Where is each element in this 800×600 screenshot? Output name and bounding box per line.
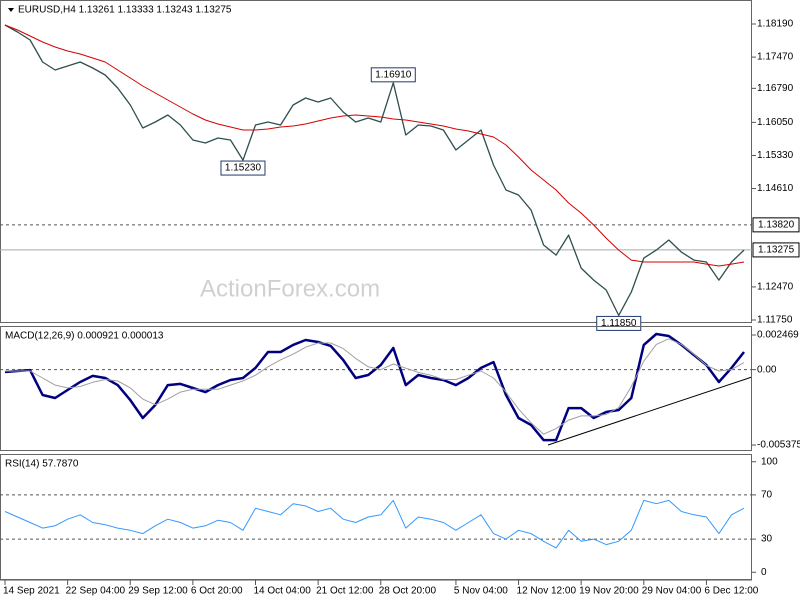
panel-title: RSI(14) 57.7870 xyxy=(5,459,79,470)
y-tick-label: 1.12470 xyxy=(757,282,794,293)
x-tick-label: 5 Nov 04:00 xyxy=(454,586,508,597)
panel-title: EURUSD,H4 1.13261 1.13333 1.13243 1.1327… xyxy=(18,5,232,16)
x-tick-label: 21 Oct 12:00 xyxy=(316,586,374,597)
y-tick-label: 0.00 xyxy=(757,364,777,375)
header-arrow xyxy=(8,8,14,12)
annotation-label: 1.11850 xyxy=(601,318,637,329)
series-line xyxy=(4,24,745,267)
annotation-label: 1.16910 xyxy=(375,69,412,80)
x-tick-label: 29 Nov 04:00 xyxy=(642,586,702,597)
y-tick-label: 1.18190 xyxy=(757,19,794,30)
panel-frame xyxy=(0,0,752,323)
level-label: 1.13275 xyxy=(758,245,795,256)
x-tick-label: 29 Sep 12:00 xyxy=(128,586,188,597)
x-tick-label: 6 Dec 12:00 xyxy=(704,586,758,597)
y-tick-label: 1.16790 xyxy=(757,83,794,94)
x-tick-label: 22 Sep 04:00 xyxy=(66,586,126,597)
x-tick-label: 19 Nov 20:00 xyxy=(579,586,639,597)
panel-frame xyxy=(0,326,752,451)
y-tick-label: 0 xyxy=(761,567,767,578)
series-line xyxy=(4,24,745,317)
trend-line xyxy=(547,376,753,446)
y-tick-label: 1.17470 xyxy=(757,52,794,63)
series-line xyxy=(4,332,745,442)
annotation-box xyxy=(220,160,266,176)
series-line xyxy=(5,338,745,435)
y-tick-label: 1.16050 xyxy=(757,117,794,128)
annotation-box xyxy=(370,67,416,83)
y-tick-label: 0.002469 xyxy=(757,330,799,341)
series-line xyxy=(4,499,745,549)
y-tick-label: 1.14610 xyxy=(757,183,794,194)
watermark: ActionForex.com xyxy=(200,275,380,302)
level-label-box xyxy=(752,242,800,258)
x-tick-label: 6 Oct 20:00 xyxy=(191,586,243,597)
x-tick-label: 12 Nov 12:00 xyxy=(517,586,577,597)
x-tick-label: 14 Sep 2021 xyxy=(3,586,60,597)
panel-title: MACD(12,26,9) 0.000921 0.000013 xyxy=(5,331,164,342)
panel-frame xyxy=(0,454,752,580)
y-tick-label: 30 xyxy=(761,534,773,545)
y-tick-label: -0.005375 xyxy=(757,440,800,451)
y-tick-label: 1.15330 xyxy=(757,150,794,161)
y-tick-label: 70 xyxy=(761,490,773,501)
x-tick-label: 28 Oct 20:00 xyxy=(379,586,437,597)
y-tick-label: 100 xyxy=(761,456,778,467)
annotation-label: 1.15230 xyxy=(225,163,262,174)
level-label: 1.13820 xyxy=(758,220,795,231)
level-label-box xyxy=(752,217,800,233)
x-tick-label: 14 Oct 04:00 xyxy=(254,586,312,597)
y-tick-label: 1.11750 xyxy=(757,315,793,326)
